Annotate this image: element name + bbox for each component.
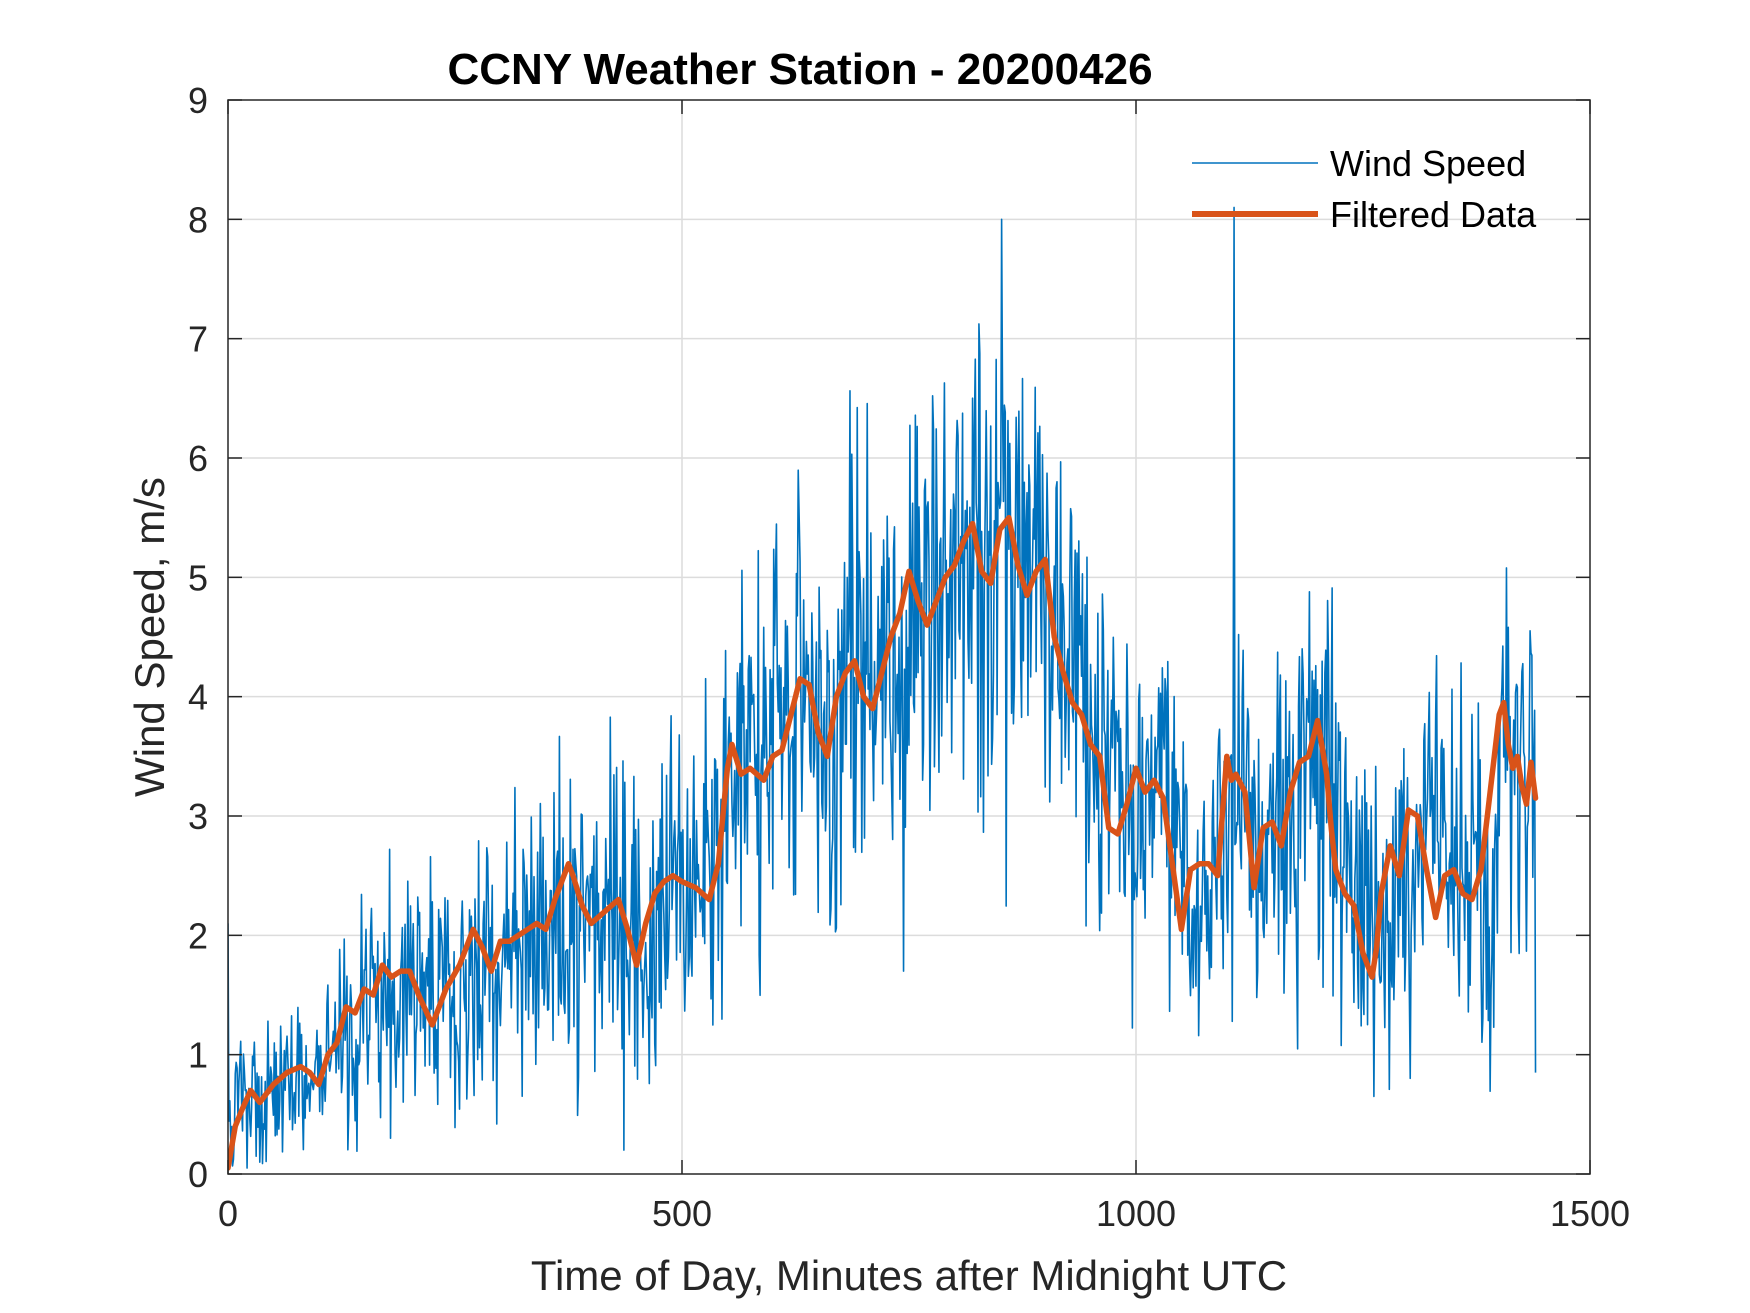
x-tick-label: 500 (652, 1193, 712, 1234)
y-tick-label: 3 (188, 796, 208, 837)
x-axis-label: Time of Day, Minutes after Midnight UTC (531, 1252, 1287, 1299)
legend: Wind Speed Filtered Data (1192, 143, 1537, 235)
series-layer (228, 206, 1539, 1171)
x-tick-label: 0 (218, 1193, 238, 1234)
y-tick-label: 2 (188, 915, 208, 956)
y-tick-label: 8 (188, 199, 208, 240)
y-tick-label: 1 (188, 1035, 208, 1076)
chart-title: CCNY Weather Station - 20200426 (447, 45, 1152, 94)
y-tick-label: 5 (188, 557, 208, 598)
axes-box (227, 99, 1591, 1175)
y-tick-label: 6 (188, 438, 208, 479)
x-tick-label: 1000 (1096, 1193, 1176, 1234)
y-tick-label: 0 (188, 1154, 208, 1195)
ticks-layer: 0 500 1000 1500 0 1 2 3 4 5 6 7 8 9 (188, 80, 1630, 1234)
legend-label-filtered-data: Filtered Data (1330, 194, 1537, 235)
y-tick-label: 9 (188, 80, 208, 121)
x-tick-label: 1500 (1550, 1193, 1630, 1234)
y-axis-label: Wind Speed, m/s (126, 477, 173, 797)
y-tick-label: 7 (188, 319, 208, 360)
legend-label-wind-speed: Wind Speed (1330, 143, 1526, 184)
tick-marks (227, 99, 1591, 1175)
series-line-filtered-data (228, 514, 1539, 1171)
y-tick-label: 4 (188, 677, 208, 718)
